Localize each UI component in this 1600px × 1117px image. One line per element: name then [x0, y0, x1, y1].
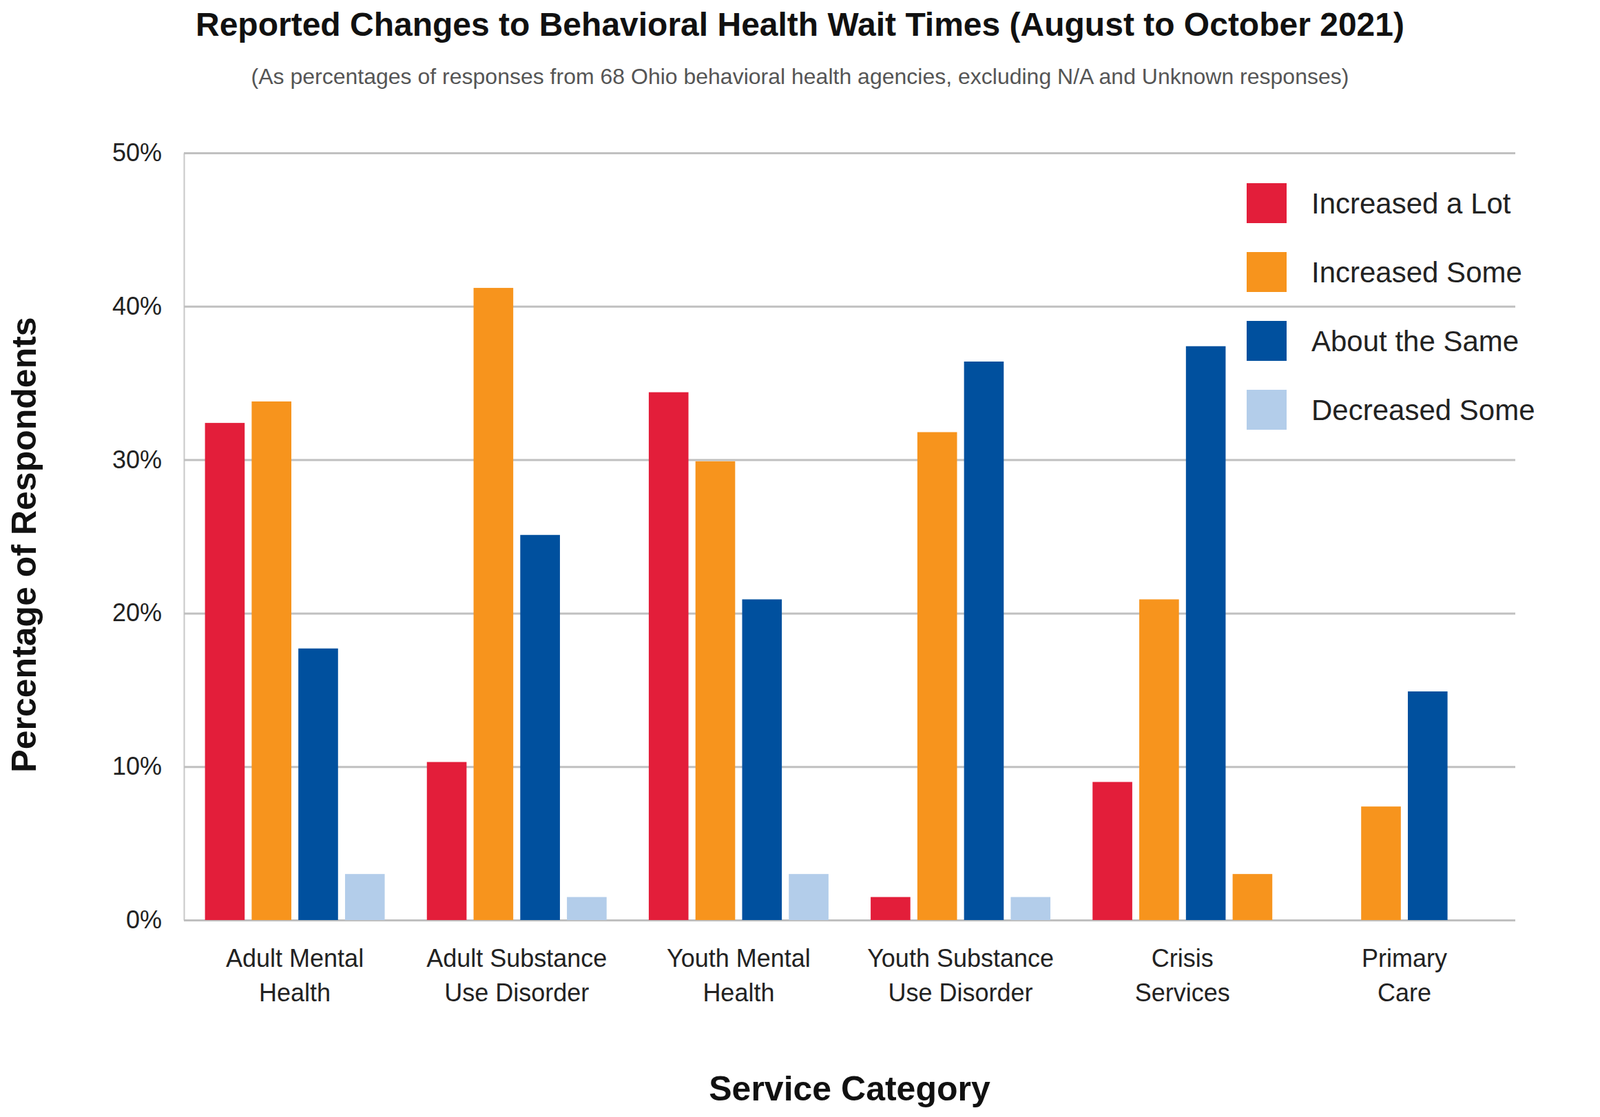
legend-label: Decreased Some — [1311, 393, 1536, 427]
bar — [566, 897, 607, 921]
bar — [1232, 874, 1273, 921]
bar — [205, 422, 246, 921]
x-tick-label: CrisisServices — [1135, 944, 1231, 1007]
grid-line — [183, 612, 1516, 615]
y-tick: 50% — [112, 138, 1516, 167]
bar — [1407, 691, 1448, 921]
bar — [251, 401, 292, 921]
x-axis: Adult MentalHealth Adult SubstanceUse Dis… — [225, 944, 1448, 1007]
x-tick-label: PrimaryCare — [1361, 944, 1448, 1007]
y-tick-label: 0% — [126, 905, 162, 934]
legend-label: About the Same — [1311, 325, 1519, 358]
x-tick-label: Adult SubstanceUse Disorder — [426, 944, 607, 1007]
bar — [1092, 781, 1133, 921]
legend-swatch — [1246, 183, 1287, 224]
bar — [1360, 806, 1401, 921]
y-tick-label: 40% — [112, 292, 162, 321]
bar — [1139, 599, 1180, 921]
bar — [427, 762, 467, 921]
grid-line — [183, 152, 1516, 155]
bar — [648, 392, 689, 921]
y-tick-label: 50% — [112, 138, 162, 167]
bar — [1010, 897, 1051, 921]
chart: Reported Changes to Behavioral Health Wa… — [0, 0, 1600, 1117]
y-axis-line — [183, 153, 186, 921]
x-tick-label: Youth SubstanceUse Disorder — [867, 944, 1054, 1007]
y-axis-title: Percentage of Respondents — [4, 316, 44, 773]
bar — [917, 431, 958, 921]
legend-label: Increased a Lot — [1311, 187, 1512, 220]
bar — [695, 461, 736, 921]
bar — [742, 599, 783, 921]
title: Reported Changes to Behavioral Health Wa… — [195, 6, 1405, 43]
bars — [205, 287, 1448, 921]
bar — [473, 287, 514, 921]
bar — [520, 535, 560, 921]
x-tick-label: Adult MentalHealth — [225, 944, 364, 1007]
legend-label: Increased Some — [1311, 256, 1523, 289]
x-tick-label: Youth MentalHealth — [666, 944, 811, 1007]
y-tick: 30% — [112, 445, 1516, 474]
bar — [298, 648, 339, 921]
y-tick: 40% — [112, 292, 1516, 321]
y-tick-label: 10% — [112, 752, 162, 781]
grid-line — [183, 459, 1516, 462]
y-tick-label: 30% — [112, 445, 162, 474]
bar — [345, 874, 386, 921]
x-axis-title: Service Category — [708, 1069, 991, 1109]
y-axis: 0% 10% 20% 30% 40% 50% — [112, 138, 1516, 934]
bar — [964, 361, 1005, 921]
bar — [788, 874, 829, 921]
grid-line — [183, 765, 1516, 768]
legend-swatch — [1246, 252, 1287, 293]
subtitle: (As percentages of responses from 68 Ohi… — [251, 64, 1350, 89]
legend: Increased a Lot Increased Some About the S… — [1246, 183, 1536, 430]
legend-swatch — [1246, 320, 1287, 361]
y-tick-label: 20% — [112, 598, 162, 627]
bar — [870, 897, 911, 921]
bar — [1186, 346, 1227, 921]
legend-swatch — [1246, 389, 1287, 430]
grid-line — [183, 305, 1516, 308]
y-tick: 20% — [112, 598, 1516, 627]
